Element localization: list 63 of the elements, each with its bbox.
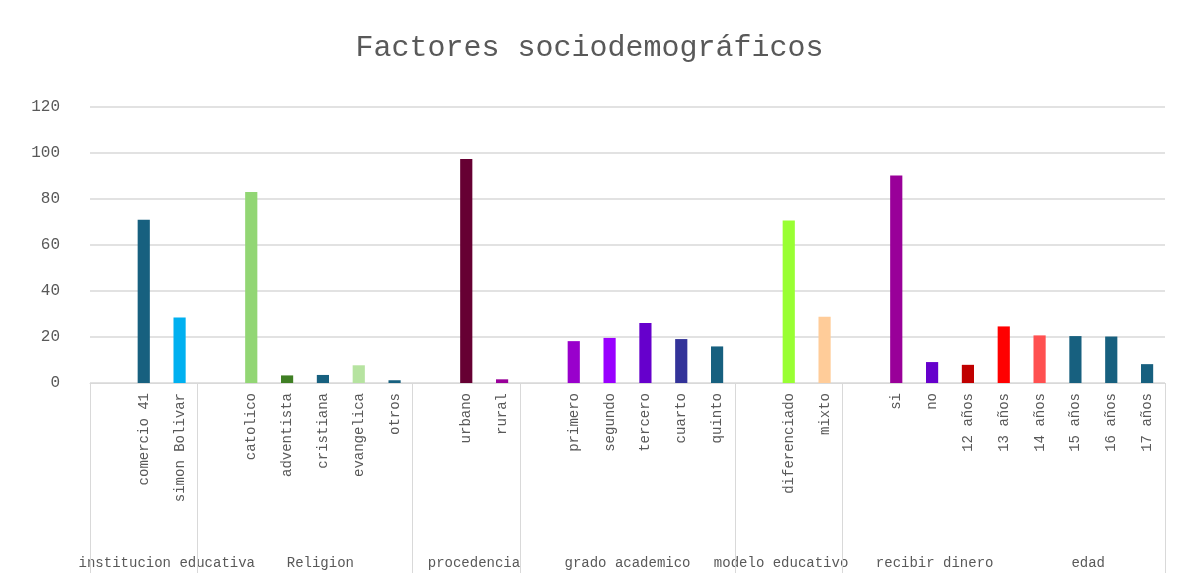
x-tick-label: diferenciado — [780, 393, 797, 494]
bar — [925, 362, 939, 383]
x-tick-label: urbano — [458, 393, 475, 444]
y-tick-label: 80 — [40, 190, 60, 208]
bar — [1069, 336, 1082, 383]
bar — [1140, 364, 1154, 383]
text: institucion educativa — [78, 555, 255, 571]
y-tick-label: 0 — [50, 374, 60, 392]
bar — [280, 375, 294, 383]
bar — [460, 158, 473, 383]
x-tick-label: segundo — [601, 393, 618, 452]
y-tick-label: 20 — [40, 328, 60, 346]
bar — [352, 365, 365, 383]
bar — [316, 374, 330, 383]
x-tick-label: comercio 41 — [135, 393, 152, 486]
x-tick-label: 14 años — [1031, 393, 1048, 452]
y-tick-label: 100 — [31, 144, 60, 162]
bar — [603, 337, 616, 383]
text: grado academico — [564, 555, 691, 571]
x-tick-label: 15 años — [1067, 393, 1084, 452]
bar — [890, 175, 903, 383]
x-tick-label: otros — [386, 393, 403, 436]
bar — [997, 326, 1010, 383]
bar — [137, 219, 150, 383]
x-tick-label: quinto — [709, 393, 726, 444]
x-tick-label: si — [888, 393, 905, 410]
x-tick-label: no — [924, 393, 941, 410]
bar — [818, 316, 831, 383]
bar — [1105, 336, 1118, 383]
bar — [1033, 335, 1046, 383]
x-tick-label: 17 años — [1139, 393, 1156, 452]
bar — [710, 346, 724, 383]
bar — [782, 220, 795, 383]
y-tick-label: 60 — [40, 236, 60, 254]
x-tick-label: catolico — [243, 393, 260, 461]
x-tick-label: 13 años — [995, 393, 1012, 452]
x-tick-label: primero — [565, 393, 582, 452]
text: Religion — [286, 555, 354, 571]
text: procedencia — [427, 555, 521, 571]
x-tick-label: 16 años — [1103, 393, 1120, 452]
text: recibir dinero — [875, 555, 994, 571]
bar — [495, 379, 509, 383]
x-tick-label: cuarto — [673, 393, 690, 444]
bar — [961, 364, 975, 383]
x-tick-label: rural — [494, 393, 511, 436]
x-tick-label: evangelica — [350, 393, 367, 478]
bar — [245, 192, 258, 383]
bar — [173, 317, 186, 383]
bar — [675, 339, 688, 383]
x-tick-label: adventista — [279, 393, 296, 478]
text: edad — [1071, 555, 1106, 571]
x-tick-label: 12 años — [959, 393, 976, 452]
x-tick-label: cristiana — [314, 393, 331, 469]
y-tick-label: 120 — [31, 98, 60, 116]
bar — [567, 341, 580, 383]
y-tick-label: 40 — [40, 282, 60, 300]
bar — [639, 322, 652, 383]
bar — [388, 380, 401, 383]
text: modelo educativo — [713, 555, 849, 571]
x-tick-label: tercero — [637, 393, 654, 452]
x-tick-label: mixto — [816, 393, 833, 436]
x-tick-label: simon Bolivar — [171, 393, 188, 503]
chart-title: Factores sociodemográficos — [355, 31, 824, 65]
